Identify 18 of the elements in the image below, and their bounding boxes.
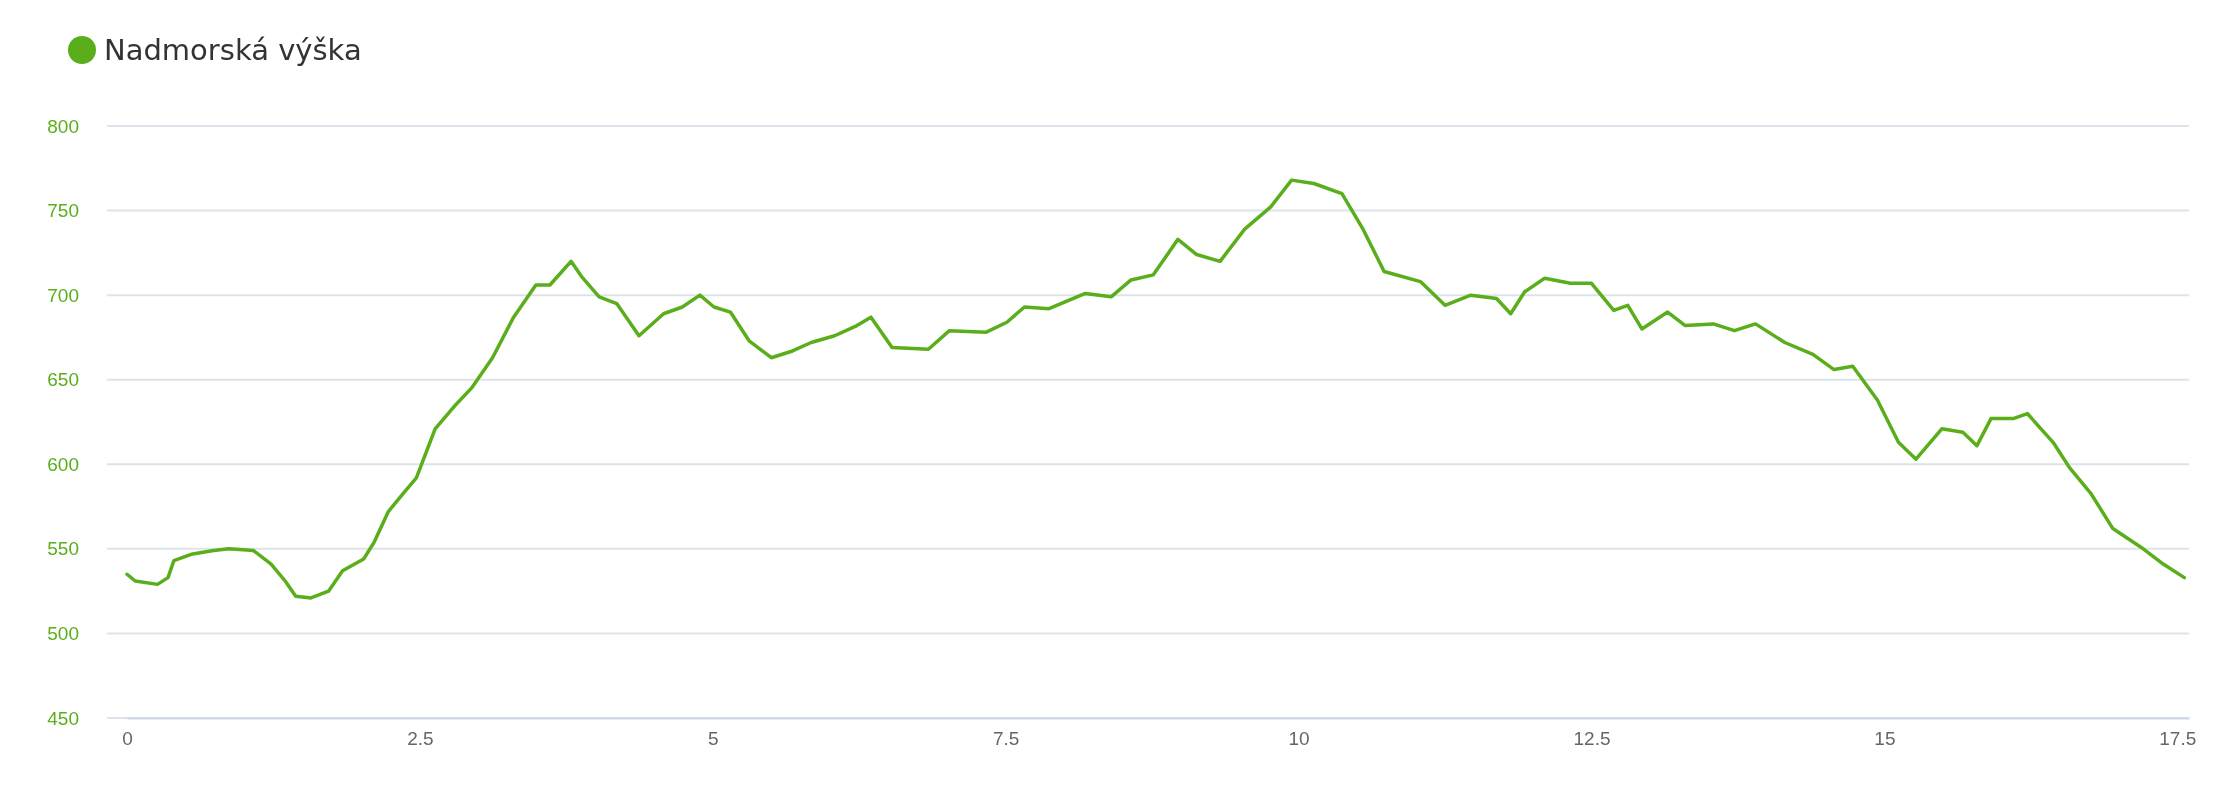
y-tick-label: 800 (47, 115, 79, 137)
y-tick-label: 600 (47, 453, 79, 475)
y-tick-label: 500 (47, 623, 79, 645)
x-tick-label: 7.5 (992, 728, 1020, 750)
x-tick-label: 12.5 (1573, 728, 1611, 750)
x-tick-label: 15 (1874, 728, 1896, 750)
x-tick-label: 5 (708, 728, 719, 750)
y-tick-label: 450 (47, 707, 79, 729)
x-tick-label: 10 (1288, 728, 1310, 750)
y-tick-label: 650 (47, 369, 79, 391)
y-tick-label: 700 (47, 284, 79, 306)
y-tick-label: 550 (47, 538, 79, 560)
line-series (125, 178, 2187, 600)
x-tick-label: 2.5 (407, 728, 434, 750)
x-tick-label: 17.5 (2159, 728, 2197, 750)
y-tick-label: 750 (47, 200, 79, 222)
x-tick-label: 0 (122, 728, 133, 750)
legend-label: Nadmorská výška (104, 33, 362, 68)
